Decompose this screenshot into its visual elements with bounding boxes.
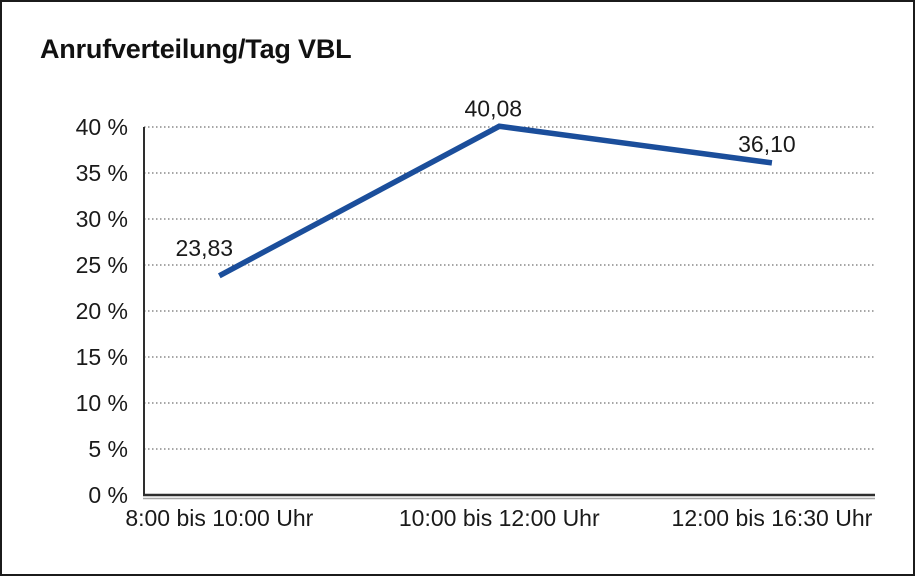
- y-tick-label: 5 %: [88, 436, 128, 462]
- chart-title: Anrufverteilung/Tag VBL: [40, 34, 352, 64]
- value-label: 40,08: [464, 95, 522, 121]
- x-category-label: 10:00 bis 12:00 Uhr: [399, 505, 600, 531]
- x-category-label: 12:00 bis 16:30 Uhr: [672, 505, 873, 531]
- y-tick-label: 25 %: [76, 252, 128, 278]
- y-tick-label: 0 %: [88, 482, 128, 508]
- data-line-series: [217, 123, 773, 279]
- x-category-label: 8:00 bis 10:00 Uhr: [125, 505, 313, 531]
- y-tick-label: 30 %: [76, 206, 128, 232]
- y-tick-label: 20 %: [76, 298, 128, 324]
- value-label: 23,83: [176, 235, 234, 261]
- y-tick-label: 10 %: [76, 390, 128, 416]
- value-label: 36,10: [738, 131, 796, 157]
- y-tick-label: 40 %: [76, 114, 128, 140]
- y-tick-label: 35 %: [76, 160, 128, 186]
- y-tick-label: 15 %: [76, 344, 128, 370]
